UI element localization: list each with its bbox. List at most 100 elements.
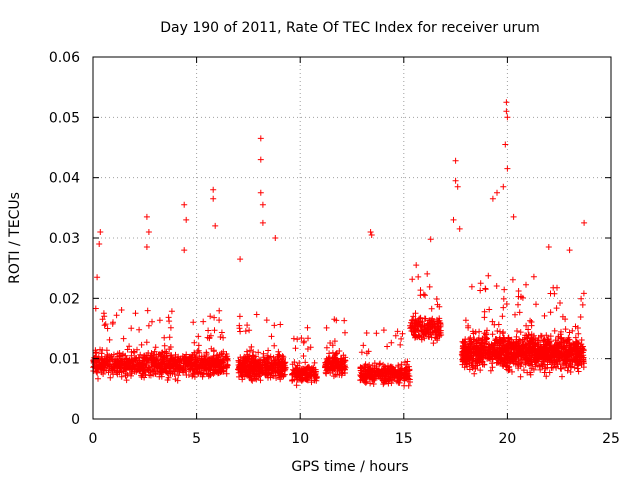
data-point xyxy=(156,373,163,380)
data-point xyxy=(487,367,494,374)
data-point xyxy=(489,331,496,338)
data-point xyxy=(200,318,207,325)
data-point xyxy=(103,356,110,363)
data-point xyxy=(166,318,173,325)
data-point xyxy=(175,372,182,379)
data-point xyxy=(300,353,307,359)
data-point xyxy=(257,156,264,163)
data-point xyxy=(360,342,367,349)
data-point xyxy=(294,336,301,343)
data-point xyxy=(415,273,422,280)
data-point xyxy=(128,372,134,379)
data-point xyxy=(430,340,437,347)
data-point xyxy=(362,361,369,368)
data-point xyxy=(189,373,196,380)
data-point xyxy=(544,364,551,371)
data-point xyxy=(567,347,574,353)
data-point xyxy=(323,355,330,362)
data-point xyxy=(251,371,258,378)
data-point xyxy=(271,322,278,329)
data-point xyxy=(493,283,500,289)
data-point xyxy=(515,288,522,294)
data-point xyxy=(277,321,284,328)
data-point xyxy=(365,368,372,375)
data-point xyxy=(572,323,579,330)
data-point xyxy=(456,225,463,232)
data-point xyxy=(205,327,212,334)
data-point xyxy=(274,369,281,376)
data-point xyxy=(481,333,488,340)
data-point xyxy=(504,114,511,121)
data-point xyxy=(140,354,147,361)
data-point xyxy=(389,372,396,378)
data-point xyxy=(161,348,168,355)
data-point xyxy=(433,296,440,302)
data-point xyxy=(278,373,285,380)
data-point xyxy=(224,362,231,369)
data-point xyxy=(269,360,276,367)
data-point xyxy=(373,330,380,337)
data-point xyxy=(477,352,484,359)
data-point xyxy=(145,322,152,329)
data-point xyxy=(267,353,274,360)
data-point xyxy=(460,356,467,363)
data-point xyxy=(104,325,111,332)
data-point xyxy=(292,345,299,352)
data-point xyxy=(557,300,563,306)
data-point xyxy=(126,343,133,350)
data-point xyxy=(434,301,441,308)
data-point xyxy=(499,348,506,355)
data-point xyxy=(257,377,264,384)
data-point xyxy=(560,344,567,351)
data-point xyxy=(470,336,477,343)
data-point xyxy=(267,365,274,372)
data-point xyxy=(409,322,416,329)
data-point xyxy=(248,376,255,383)
data-point xyxy=(489,355,496,362)
data-point xyxy=(415,333,422,339)
data-point xyxy=(410,313,417,320)
data-point xyxy=(427,325,434,332)
data-point xyxy=(247,347,253,354)
data-point xyxy=(559,339,565,346)
data-point xyxy=(221,356,228,363)
data-point xyxy=(272,235,279,241)
data-point xyxy=(540,337,547,343)
data-point xyxy=(574,344,581,351)
data-point xyxy=(403,361,410,368)
data-point xyxy=(101,322,108,329)
data-point xyxy=(144,307,151,314)
data-point xyxy=(334,371,340,378)
data-point xyxy=(342,370,348,376)
data-point xyxy=(402,375,409,382)
data-point xyxy=(293,382,300,389)
data-point xyxy=(381,376,388,383)
data-point xyxy=(471,370,478,377)
data-point xyxy=(577,314,584,320)
data-point xyxy=(519,294,526,301)
data-point xyxy=(546,369,553,376)
data-point xyxy=(480,349,486,356)
data-point xyxy=(541,369,548,376)
data-point xyxy=(465,343,472,350)
data-point xyxy=(302,371,309,378)
data-point xyxy=(422,292,428,299)
data-point xyxy=(264,358,271,365)
data-point xyxy=(550,352,557,359)
data-point xyxy=(130,348,137,355)
data-point xyxy=(113,312,120,319)
data-point xyxy=(550,284,557,291)
data-point xyxy=(203,370,210,377)
x-tick-label: 20 xyxy=(498,431,516,447)
data-point xyxy=(575,368,582,375)
data-point xyxy=(470,363,477,370)
data-point xyxy=(459,338,466,345)
data-point xyxy=(161,342,168,349)
x-tick-label: 25 xyxy=(602,431,620,447)
data-point xyxy=(409,276,416,283)
data-point xyxy=(546,346,553,353)
data-point xyxy=(554,344,561,351)
data-point xyxy=(542,344,549,351)
data-point xyxy=(476,360,483,366)
data-point xyxy=(341,357,348,364)
